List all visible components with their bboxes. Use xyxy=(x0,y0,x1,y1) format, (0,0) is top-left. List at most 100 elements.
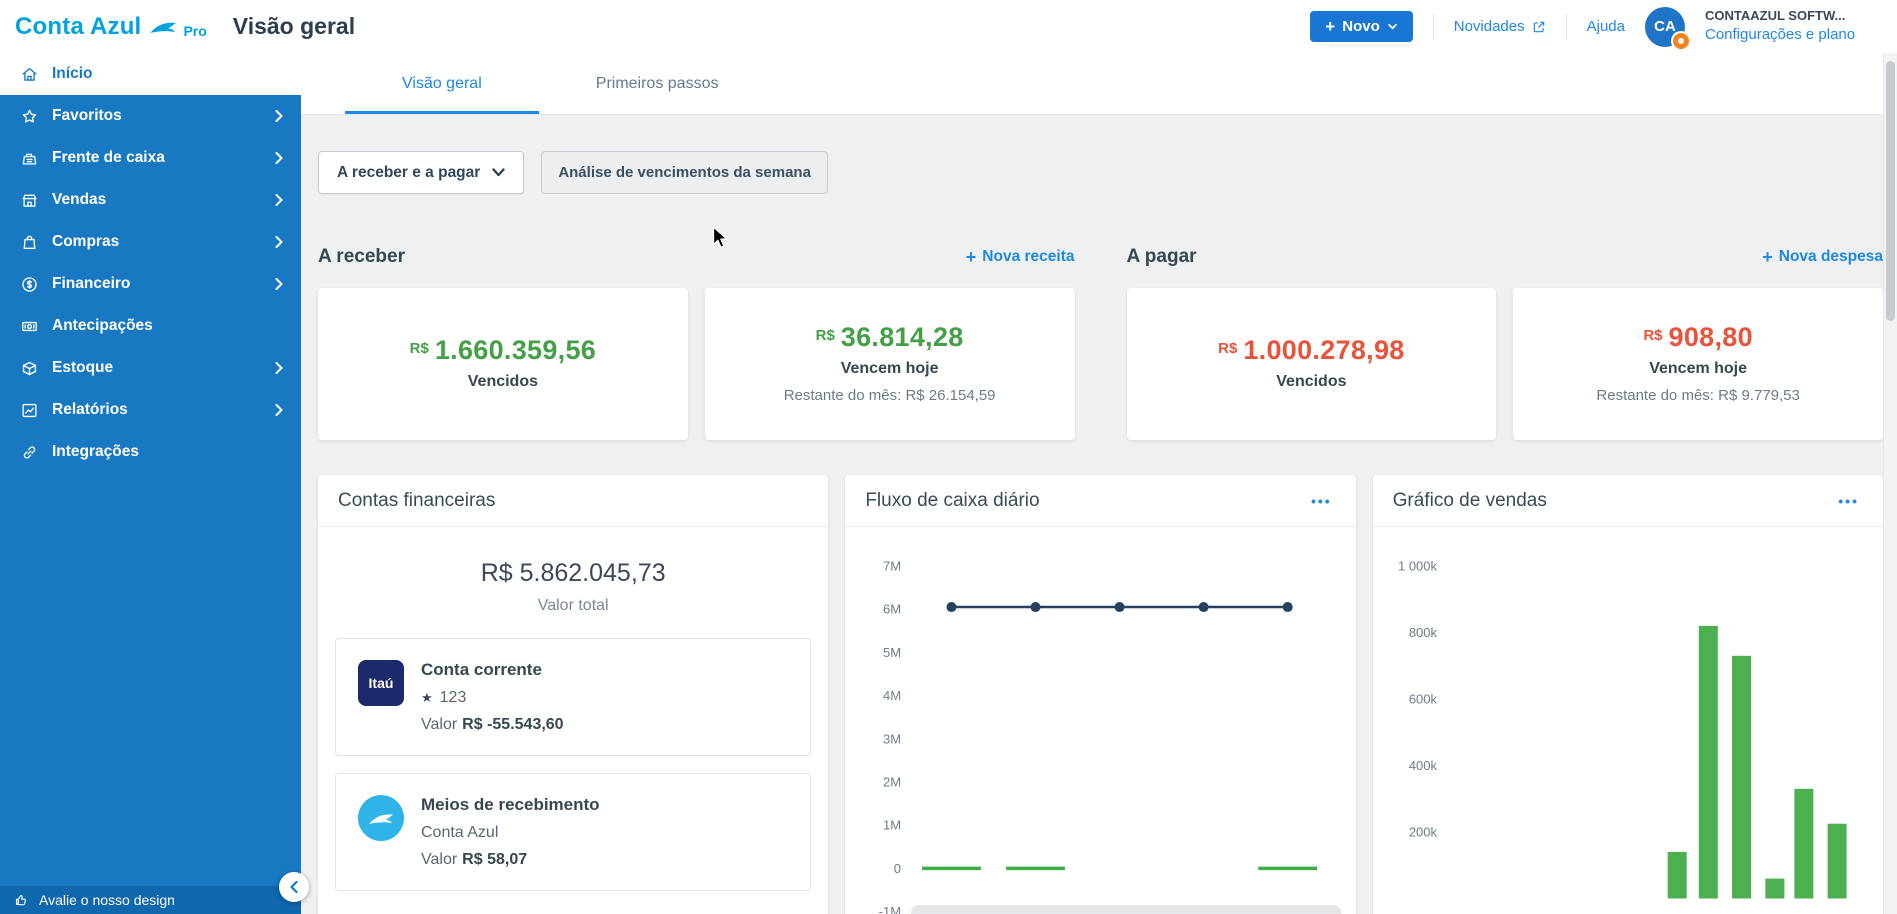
payables-due-today-card[interactable]: R$ 908,80 Vencem hoje Restante do mês: R$… xyxy=(1513,288,1883,440)
avatar-initials: CA xyxy=(1645,6,1685,47)
shopping-bag-icon xyxy=(20,233,39,252)
topbar-actions: Novo Novidades Ajuda CA CONTAAZUL SOFTW.… xyxy=(1310,6,1887,49)
home-icon xyxy=(20,65,39,84)
cash-flow-menu-button[interactable] xyxy=(1307,491,1336,511)
star-icon xyxy=(20,107,39,126)
svg-text:5M: 5M xyxy=(883,645,901,660)
brand-name: Conta Azul xyxy=(15,12,142,40)
divider xyxy=(1432,13,1434,40)
sales-chart-menu-button[interactable] xyxy=(1834,491,1863,511)
sidebar-item-estoque[interactable]: Estoque xyxy=(0,347,301,389)
currency-prefix: R$ xyxy=(409,340,429,357)
chevron-down-icon xyxy=(1387,23,1397,30)
card-label: Vencidos xyxy=(467,373,538,390)
account-block: CONTAAZUL SOFTW... Configurações e plano xyxy=(1705,8,1887,44)
tab-label: Primeiros passos xyxy=(595,74,719,92)
svg-text:0: 0 xyxy=(894,861,901,876)
svg-text:200k: 200k xyxy=(1408,825,1437,840)
sidebar-item-label: Antecipações xyxy=(52,317,153,334)
chevron-right-icon xyxy=(275,362,283,374)
sidebar-item-label: Financeiro xyxy=(52,275,131,292)
sales-chart: 1 000k 800k 600k 400k 200k xyxy=(1398,559,1847,899)
accounts-total-label: Valor total xyxy=(537,597,609,614)
contaazul-logo[interactable]: Conta Azul Pro xyxy=(15,13,207,41)
sidebar-item-label: Estoque xyxy=(52,359,114,376)
sidebar-item-inicio[interactable]: Início xyxy=(0,53,301,95)
plus-icon xyxy=(966,247,977,268)
receivables-section: A receber Nova receita R$1.660.359,56 Ve… xyxy=(318,244,1075,440)
svg-text:3M: 3M xyxy=(883,731,901,746)
chip-label: Análise de vencimentos da semana xyxy=(558,164,811,181)
tab-primeiros-passos[interactable]: Primeiros passos xyxy=(539,53,776,114)
new-button[interactable]: Novo xyxy=(1310,11,1413,42)
contaazul-bird-icon xyxy=(369,814,393,824)
sidebar-item-label: Relatórios xyxy=(52,401,128,418)
sidebar-item-vendas[interactable]: Vendas xyxy=(0,179,301,221)
new-expense-link[interactable]: Nova despesa xyxy=(1762,247,1883,268)
chevron-left-icon xyxy=(290,881,298,893)
thumbs-up-icon xyxy=(14,892,30,908)
sidebar-item-antecipacoes[interactable]: Antecipações xyxy=(0,305,301,347)
due-analysis-button[interactable]: Análise de vencimentos da semana xyxy=(541,151,828,194)
ajuda-label: Ajuda xyxy=(1586,18,1625,35)
plus-icon xyxy=(1325,17,1335,37)
chevron-right-icon xyxy=(275,152,283,164)
collapse-sidebar-button[interactable] xyxy=(279,872,309,902)
panel-title: Gráfico de vendas xyxy=(1392,489,1547,511)
receivables-title: A receber xyxy=(318,246,405,267)
box-icon xyxy=(20,359,39,378)
star-icon: ★ xyxy=(421,690,433,705)
chart-icon xyxy=(20,401,39,420)
sidebar-item-integracoes[interactable]: Integrações xyxy=(0,431,301,473)
sidebar-item-label: Compras xyxy=(52,233,120,250)
chevron-right-icon xyxy=(275,194,283,206)
currency-prefix: R$ xyxy=(1218,340,1238,357)
new-button-label: Novo xyxy=(1342,18,1380,35)
chevron-down-icon xyxy=(492,168,506,177)
account-number: 123 xyxy=(439,689,467,706)
novidades-link[interactable]: Novidades xyxy=(1454,18,1546,35)
new-revenue-link[interactable]: Nova receita xyxy=(966,247,1075,268)
external-link-icon xyxy=(1533,21,1544,32)
new-revenue-label: Nova receita xyxy=(982,248,1075,265)
sidebar-item-favoritos[interactable]: Favoritos xyxy=(0,95,301,137)
account-avatar[interactable]: CA xyxy=(1645,6,1689,49)
card-label: Vencem hoje xyxy=(840,360,939,377)
card-sublabel: Restante do mês: R$ 26.154,59 xyxy=(783,387,996,404)
account-value: R$ 58,07 xyxy=(462,851,528,868)
sidebar-item-compras[interactable]: Compras xyxy=(0,221,301,263)
svg-text:400k: 400k xyxy=(1408,758,1437,773)
toolbar: A receber e a pagar Análise de venciment… xyxy=(318,151,1883,194)
sales-chart-panel: Gráfico de vendas 1 000k 800k 600k 400k 200k xyxy=(1372,475,1883,914)
accounts-total-value: R$ 5.862.045,73 xyxy=(480,559,666,587)
dashboard-panels: Contas financeiras R$ 5.862.045,73 Valor… xyxy=(318,475,1883,914)
settings-link[interactable]: Configurações e plano xyxy=(1705,25,1856,43)
ajuda-link[interactable]: Ajuda xyxy=(1587,18,1625,35)
account-name: Meios de recebimento xyxy=(421,795,600,814)
sidebar-item-relatorios[interactable]: Relatórios xyxy=(0,389,301,431)
tab-visao-geral[interactable]: Visão geral xyxy=(345,53,539,114)
receivables-payables-dropdown[interactable]: A receber e a pagar xyxy=(318,151,525,194)
financial-accounts-panel: Contas financeiras R$ 5.862.045,73 Valor… xyxy=(318,475,829,914)
account-item-contaazul[interactable]: Meios de recebimento Conta Azul Valor R$ … xyxy=(335,773,812,891)
payables-title: A pagar xyxy=(1126,246,1197,267)
sidebar-item-frente-de-caixa[interactable]: Frente de caixa xyxy=(0,137,301,179)
itau-logo: Itaú xyxy=(358,660,404,706)
sidebar-item-financeiro[interactable]: Financeiro xyxy=(0,263,301,305)
receivables-overdue-card[interactable]: R$ 1.660.359,56 Vencidos xyxy=(318,288,688,440)
contaazul-bird-icon xyxy=(150,22,177,33)
rate-design-button[interactable]: Avalie o nosso design xyxy=(0,886,301,914)
page-scrollbar[interactable] xyxy=(1883,53,1897,914)
dollar-circle-icon xyxy=(20,275,39,294)
scrollbar-thumb[interactable] xyxy=(1886,61,1895,321)
payables-section: A pagar Nova despesa R$1.000.278,98 Venc… xyxy=(1126,244,1883,440)
account-item-itau[interactable]: Itaú Conta corrente ★ 123 Valor R$ -55.54… xyxy=(335,638,812,756)
svg-text:1M: 1M xyxy=(883,818,901,833)
cash-register-icon xyxy=(20,149,39,168)
sidebar-item-label: Vendas xyxy=(52,191,107,208)
receivables-due-today-card[interactable]: R$ 36.814,28 Vencem hoje Restante do mês:… xyxy=(704,288,1075,440)
payables-overdue-card[interactable]: R$ 1.000.278,98 Vencidos xyxy=(1126,288,1497,440)
chevron-right-icon xyxy=(275,236,283,248)
svg-text:1 000k: 1 000k xyxy=(1398,559,1438,574)
sidebar-item-label: Integrações xyxy=(52,443,140,460)
